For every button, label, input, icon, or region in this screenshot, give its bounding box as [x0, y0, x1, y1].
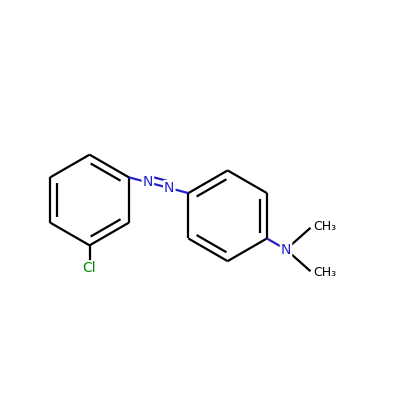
Text: N: N — [164, 181, 174, 195]
Text: N: N — [143, 175, 153, 189]
Text: CH₃: CH₃ — [314, 266, 337, 279]
Text: N: N — [281, 242, 291, 256]
Text: CH₃: CH₃ — [314, 220, 337, 233]
Text: Cl: Cl — [83, 261, 96, 275]
